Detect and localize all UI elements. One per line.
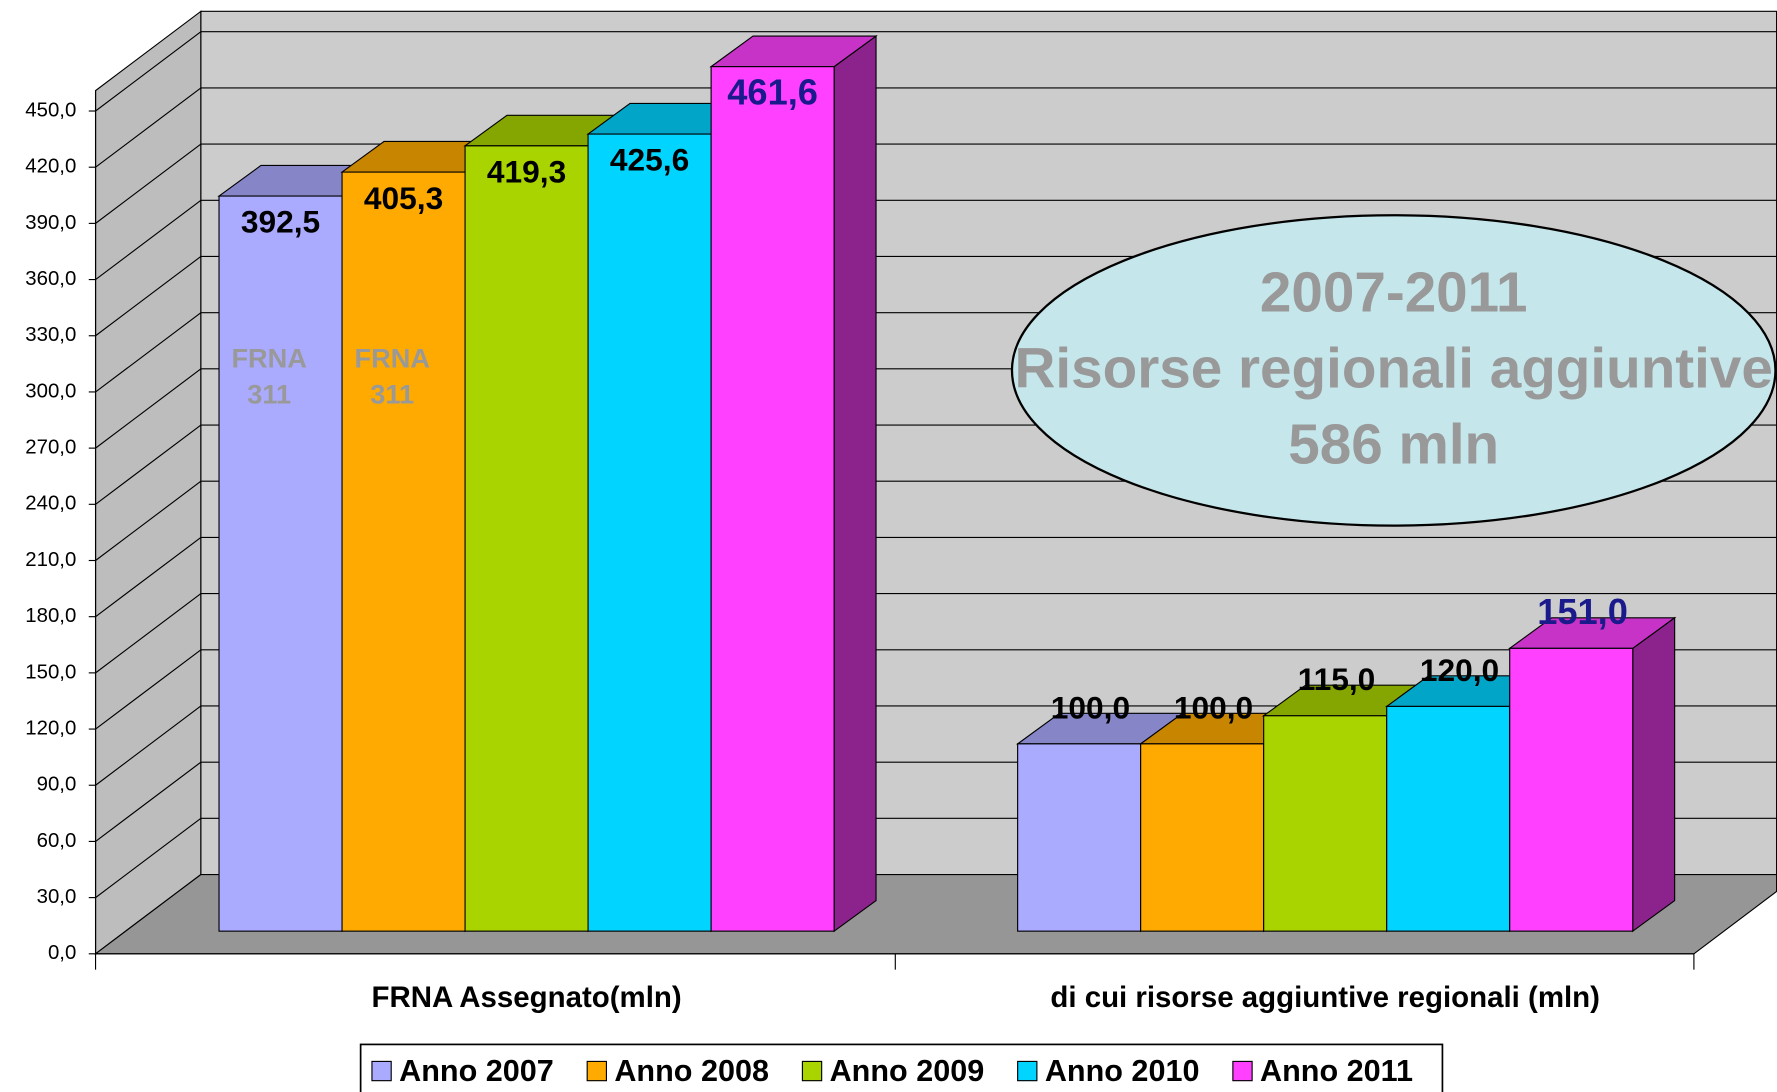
y-tick-label: 270,0 xyxy=(25,437,76,459)
callout-text: 2007-2011 xyxy=(1260,262,1528,325)
value-label: 405,3 xyxy=(364,180,443,216)
y-tick-label: 150,0 xyxy=(25,661,76,683)
bar xyxy=(218,195,343,932)
grid-line xyxy=(95,143,1777,224)
y-tick-label: 420,0 xyxy=(25,156,76,178)
y-tick-label: 300,0 xyxy=(25,380,76,402)
bar-side xyxy=(1632,616,1676,933)
legend-label: Anno 2008 xyxy=(614,1054,769,1088)
value-label: 115,0 xyxy=(1298,661,1376,697)
bar-side xyxy=(833,34,877,933)
bar xyxy=(710,66,835,932)
legend-label: Anno 2009 xyxy=(830,1054,985,1088)
bar-note: 311 xyxy=(370,379,414,410)
legend-label: Anno 2007 xyxy=(399,1054,554,1088)
y-tick-label: 120,0 xyxy=(25,717,76,739)
legend-box xyxy=(359,1043,1444,1092)
callout-text: 586 mln xyxy=(1288,414,1499,477)
value-label: 100,0 xyxy=(1051,689,1130,725)
legend-label: Anno 2010 xyxy=(1045,1054,1200,1088)
y-tick-label: 30,0 xyxy=(37,886,77,908)
y-tick-label: 210,0 xyxy=(25,549,76,571)
bar-note: 311 xyxy=(247,379,291,410)
bar xyxy=(1263,715,1388,932)
x-tick-label: di cui risorse aggiuntive regionali (mln… xyxy=(1050,981,1600,1014)
x-tick-label: FRNA Assegnato(mln) xyxy=(371,981,681,1014)
grid-line xyxy=(95,593,1777,674)
y-tick-label: 450,0 xyxy=(25,99,76,121)
value-label: 419,3 xyxy=(487,154,566,190)
grid-line xyxy=(95,87,1777,168)
legend-swatch xyxy=(801,1060,823,1082)
bar xyxy=(341,171,466,932)
value-label: 100,0 xyxy=(1174,689,1253,725)
left-wall xyxy=(94,10,202,955)
legend: Anno 2007 Anno 2008 Anno 2009 Anno 2010 Anno… xyxy=(371,1054,1413,1088)
y-tick-label: 330,0 xyxy=(25,324,76,346)
value-label: 120,0 xyxy=(1420,652,1499,688)
legend-swatch xyxy=(1017,1060,1038,1082)
legend-label: Anno 2011 xyxy=(1260,1054,1413,1088)
legend-swatch xyxy=(371,1060,392,1082)
y-tick-label: 390,0 xyxy=(25,212,76,234)
value-label: 461,6 xyxy=(727,72,818,113)
y-tick-label: 360,0 xyxy=(25,268,76,290)
bar xyxy=(1386,705,1511,932)
legend-swatch xyxy=(1232,1060,1253,1082)
grid-line xyxy=(95,649,1777,730)
y-tick-label: 180,0 xyxy=(25,605,76,627)
callout-text: Risorse regionali aggiuntive xyxy=(1015,338,1773,401)
y-tick-label: 60,0 xyxy=(37,830,77,852)
y-tick-label: 90,0 xyxy=(37,774,77,796)
bars xyxy=(217,34,1677,933)
value-label: 392,5 xyxy=(241,204,320,240)
bar xyxy=(587,133,712,932)
labels: 0,0 30,0 60,0 90,0 120,0 150,0 180,0 210,0 240,0… xyxy=(25,72,1773,1014)
bar xyxy=(1140,743,1265,932)
bar xyxy=(1017,743,1142,932)
grid-line xyxy=(95,536,1777,618)
grid-line xyxy=(95,705,1777,786)
grid-line xyxy=(95,199,1777,281)
bar xyxy=(1509,647,1634,932)
bar-note: FRNA xyxy=(354,342,429,373)
value-label: 151,0 xyxy=(1537,591,1628,632)
bar xyxy=(464,145,589,932)
grid-line xyxy=(95,31,1777,112)
y-tick-label: 240,0 xyxy=(25,493,76,515)
callout-ellipse xyxy=(1010,214,1777,527)
y-tick-label: 0,0 xyxy=(48,942,76,964)
value-label: 425,6 xyxy=(610,142,689,178)
bar-note: FRNA xyxy=(231,342,306,373)
legend-swatch xyxy=(586,1060,608,1082)
